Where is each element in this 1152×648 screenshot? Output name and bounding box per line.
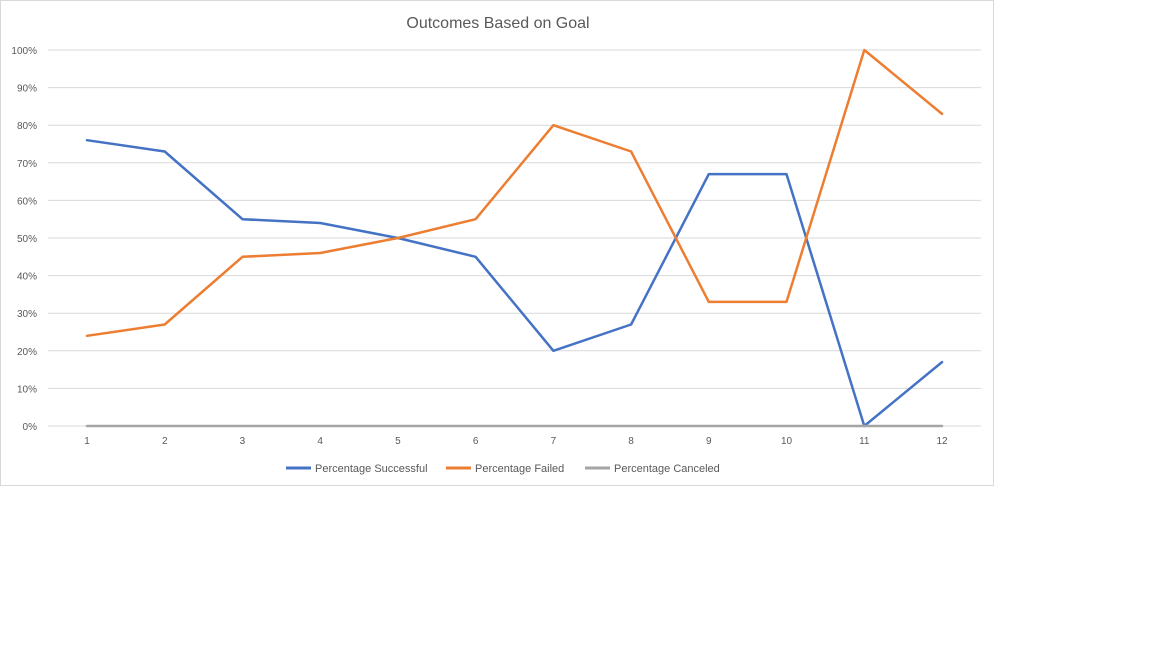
y-tick-label: 50% [17,234,37,245]
chart-title: Outcomes Based on Goal [406,15,589,32]
y-tick-label: 70% [17,159,37,170]
legend-label: Percentage Canceled [614,463,720,475]
x-tick-label: 6 [473,436,479,447]
gridlines [48,49,981,427]
x-axis-ticks: 1 2 3 4 5 6 7 8 9 10 11 12 [84,436,948,447]
x-tick-label: 8 [628,436,634,447]
x-tick-label: 5 [395,436,401,447]
series-lines [85,48,944,428]
legend: Percentage Successful Percentage Failed Pe… [286,463,720,475]
y-axis-ticks: 0% 10% 20% 30% 40% 50% 60% 70% 80% 90% 100% [11,46,37,433]
y-tick-label: 40% [17,272,37,283]
series-line-2 [85,48,944,338]
legend-label: Percentage Successful [315,463,428,475]
x-tick-label: 7 [551,436,557,447]
y-tick-label: 90% [17,84,37,95]
x-tick-label: 10 [781,436,793,447]
chart-frame: Outcomes Based on Goal 0% 10% 20% 30% 40% 50%… [0,0,994,486]
y-tick-label: 30% [17,309,37,320]
x-tick-label: 3 [240,436,246,447]
y-tick-label: 20% [17,347,37,358]
series-line-1 [85,138,944,428]
y-tick-label: 10% [17,384,37,395]
y-tick-label: 60% [17,196,37,207]
legend-label: Percentage Failed [475,463,564,475]
x-tick-label: 11 [859,436,870,447]
x-tick-label: 12 [936,436,948,447]
x-tick-label: 2 [162,436,168,447]
x-tick-label: 4 [317,436,323,447]
y-tick-label: 0% [23,422,38,433]
x-tick-label: 1 [84,436,90,447]
y-tick-label: 100% [11,46,37,57]
y-tick-label: 80% [17,121,37,132]
line-chart: Outcomes Based on Goal 0%10%20%30%40%50%… [11,15,981,475]
x-tick-label: 9 [706,436,712,447]
